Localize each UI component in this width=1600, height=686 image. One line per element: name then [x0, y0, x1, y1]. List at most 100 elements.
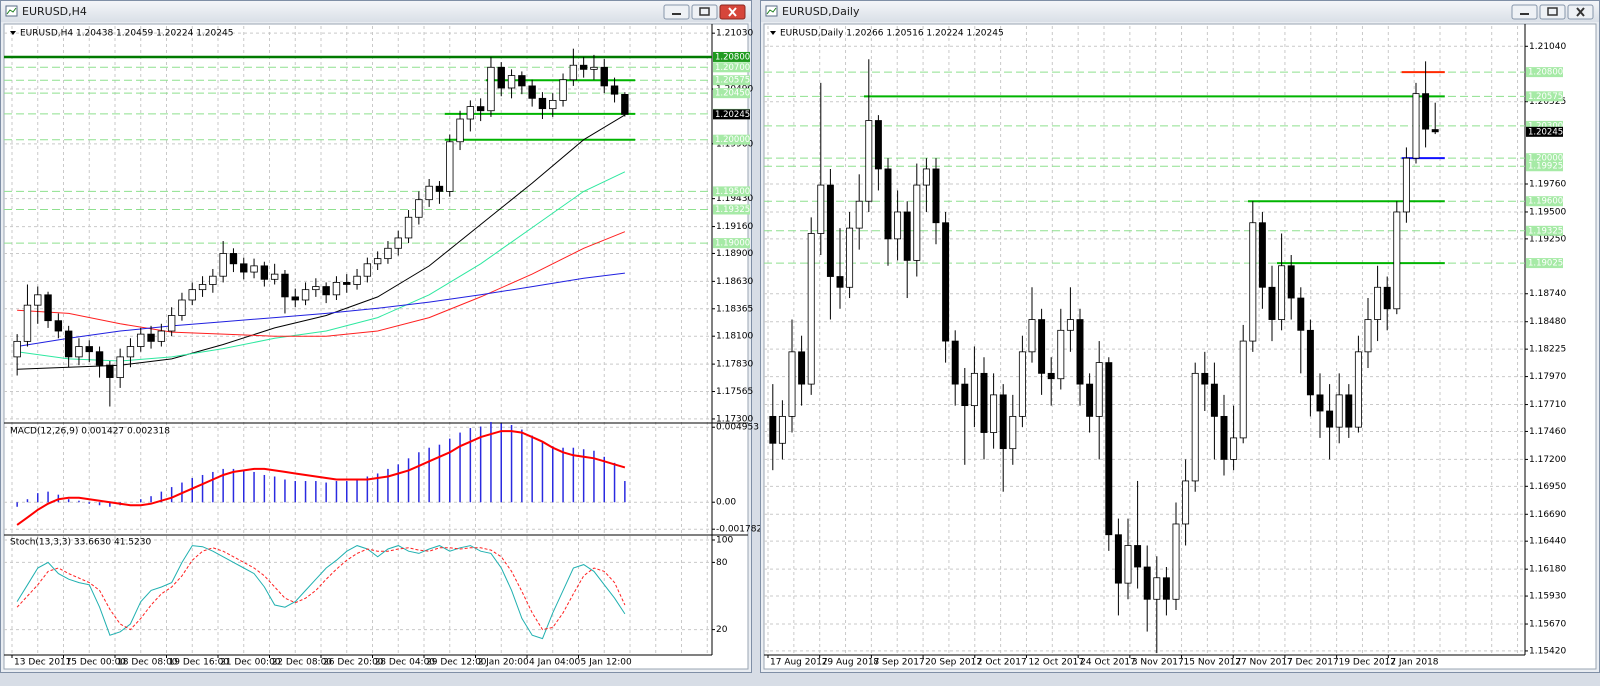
level-label: 1.20575: [715, 76, 750, 86]
candle-body: [1066, 319, 1074, 331]
y-tick-label: 1.17710: [1529, 400, 1566, 410]
candle-body: [1412, 93, 1420, 159]
x-tick-label: 13 Dec 2017: [14, 658, 72, 668]
candle-body: [404, 216, 413, 239]
x-tick-label: 29 Aug 2017: [822, 658, 880, 668]
candle-body: [538, 97, 547, 110]
candle-body: [569, 64, 578, 81]
candle-body: [373, 258, 382, 265]
y-tick-label: 80: [716, 558, 728, 568]
y-tick-label: 1.19500: [1529, 207, 1566, 217]
candle-body: [1162, 577, 1170, 600]
minimize-button[interactable]: [663, 4, 690, 20]
stoch-label: Stoch(13,3,3) 33.6630 41.5230: [10, 538, 151, 548]
candle-body: [1086, 383, 1094, 417]
window-title: EURUSD,Daily: [782, 5, 860, 18]
candle-body: [106, 364, 114, 378]
candle-body: [1143, 566, 1151, 600]
level-label-box: [713, 75, 750, 86]
level-label: 1.20700: [715, 63, 750, 73]
y-tick-label: 1.20525: [1529, 97, 1566, 107]
y-tick-label: 1.16440: [1529, 537, 1566, 547]
x-tick-label: 24 Oct 2017: [1080, 658, 1136, 668]
candle-body: [884, 168, 892, 240]
macd-label: MACD(12,26,9) 0.001427 0.002318: [10, 427, 170, 437]
x-tick-label: 4 Jan 04:00: [529, 658, 581, 668]
candle-body: [1374, 286, 1382, 320]
symbol-info: EURUSD,H4 1.20438 1.20459 1.20224 1.2024…: [20, 29, 233, 39]
candle-body: [167, 315, 176, 332]
window-icon-line: [766, 7, 777, 15]
candle-body: [1038, 319, 1046, 374]
candle-body: [456, 118, 464, 143]
candle-body: [312, 286, 320, 291]
y-tick-label: 0.004953: [716, 423, 759, 433]
candle-body: [1210, 383, 1218, 417]
candle-body: [990, 394, 998, 433]
x-tick-label: 19 Dec 2017: [1339, 658, 1397, 668]
candle-body: [610, 85, 619, 95]
candle-body: [394, 237, 402, 249]
level-label-box: [1526, 153, 1563, 164]
current-price-box: [713, 109, 750, 120]
minimize-button[interactable]: [1511, 4, 1538, 20]
candle-body: [1383, 286, 1391, 310]
x-tick-label: 18 Dec 08:00: [117, 658, 178, 668]
info-triangle: [10, 31, 16, 35]
chart-window: EURUSD,Daily 1.21040 1.20525 1.19760 1.19500…: [760, 0, 1600, 673]
y-tick-label: 1.16180: [1529, 565, 1566, 575]
y-tick-label: 1.21030: [716, 29, 753, 39]
candle-body: [1335, 394, 1343, 428]
candle-body: [788, 351, 796, 417]
info-triangle: [770, 31, 776, 35]
candle-body: [1201, 372, 1209, 385]
restore-button[interactable]: [1539, 4, 1566, 20]
candle-body: [865, 120, 873, 202]
candle-body: [999, 394, 1007, 450]
level-label: 1.19500: [715, 187, 750, 197]
candle-body: [198, 284, 207, 291]
level-label-box: [1526, 196, 1563, 207]
y-tick-label: 1.18365: [716, 304, 753, 314]
button-glyph: [1576, 7, 1585, 17]
y-tick-label: 1.17830: [716, 360, 753, 370]
candle-body: [1326, 410, 1334, 428]
candle-body: [970, 372, 978, 407]
y-tick-label: 1.19760: [1529, 180, 1566, 190]
candle-body: [1124, 545, 1132, 584]
candle-body: [846, 227, 854, 288]
stoch-main: [16, 545, 626, 640]
level-label-box: [713, 186, 750, 197]
level-label-box: [1526, 258, 1563, 269]
restore-button[interactable]: [691, 4, 718, 20]
y-tick-label: 1.15930: [1529, 592, 1566, 602]
level-label: 1.19000: [715, 239, 750, 249]
chart-window: EURUSD,H41.210301.204901.199601.194301.1…: [0, 0, 762, 673]
candle-body: [1191, 372, 1199, 482]
title-bar: [1, 1, 751, 22]
stoch-signal: [16, 547, 626, 631]
price-panel: 1.210301.204901.199601.194301.191601.189…: [4, 29, 753, 424]
candle-body: [126, 346, 135, 358]
candle-body: [85, 346, 93, 353]
candle-body: [942, 222, 950, 342]
level-label-box: [1526, 161, 1563, 172]
candle-body: [23, 304, 32, 342]
candle-body: [1306, 329, 1314, 396]
level-label: 1.20800: [715, 52, 750, 62]
y-tick-label: 1.18480: [1529, 317, 1566, 327]
candle-body: [507, 75, 516, 89]
candle-body: [291, 296, 299, 301]
x-tick-label: 19 Dec 16:00: [169, 658, 230, 668]
window-icon-line: [6, 7, 17, 15]
x-tick-label: 17 Aug 2017: [770, 658, 828, 668]
chart-area: [3, 23, 749, 670]
y-tick-label: 1.17460: [1529, 427, 1566, 437]
current-price: 1.20245: [715, 110, 750, 120]
level-label: 1.20000: [1528, 154, 1563, 164]
x-tick-label: 28 Dec 04:00: [375, 658, 436, 668]
y-tick-label: 1.17970: [1529, 372, 1566, 382]
level-label: 1.19925: [1528, 162, 1563, 172]
moving-average: [17, 272, 625, 347]
